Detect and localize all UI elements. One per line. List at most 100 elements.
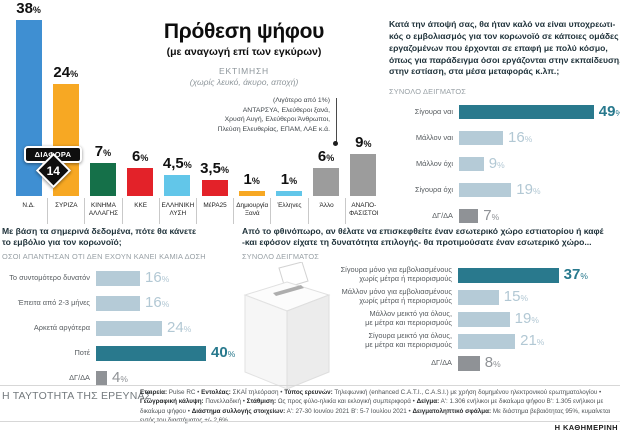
row-bar bbox=[96, 270, 140, 286]
chart-row: Αρκετά αργότερα 24% bbox=[2, 319, 240, 337]
question-indoor-preference: Από το φθινόπωρο, αν θέλατε να επισκεφθε… bbox=[242, 226, 604, 248]
sample-label-bottom-right: ΣΥΝΟΛΟ ΔΕΙΓΜΑΤΟΣ bbox=[242, 252, 320, 261]
row-value: 19% bbox=[514, 310, 539, 327]
vote-bar-label: ΑΝΑΠΟ- ΦΑΣΙΣΤΟΙ bbox=[344, 198, 382, 224]
methodology-text: Εταιρεία: Pulse RC • Εντολέας: ΣΚΑΪ τηλε… bbox=[140, 389, 611, 424]
vote-bar bbox=[89, 163, 116, 196]
vote-bar-label: ΚΙΝΗΜΑ ΑΛΛΑΓΗΣ bbox=[84, 198, 121, 224]
chart-row: ΔΓ/ΔΑ 7% bbox=[389, 207, 620, 225]
minor-parties-note: (Λιγότερο από 1%) ΑΝΤΑΡΣΥΑ, Ελεύθεροι ξα… bbox=[217, 97, 330, 133]
chart-row: ΔΓ/ΔΑ 4% bbox=[2, 369, 240, 387]
vote-bar-value: 1% bbox=[280, 171, 298, 189]
vote-intention-bars: 38% 24% 7% 6% 4,5% 3,5% 1% 1% 6% 9% bbox=[10, 0, 382, 196]
row-value: 16% bbox=[508, 129, 533, 146]
chart-row: Σίγουρα όχι 19% bbox=[389, 181, 620, 199]
row-value: 16% bbox=[145, 269, 170, 286]
vote-bar-column: 7% bbox=[84, 0, 121, 196]
vote-bar bbox=[201, 179, 228, 196]
chart-row: Ποτέ 40% bbox=[2, 344, 240, 362]
row-value: 15% bbox=[503, 288, 529, 305]
row-bar bbox=[459, 183, 512, 197]
vote-bar-column: 4,5% bbox=[159, 0, 196, 196]
row-bar bbox=[458, 267, 559, 283]
chart-row: Σίγουρα μεικτό για όλους, με μέτρα και π… bbox=[300, 331, 620, 350]
row-value: 40% bbox=[211, 344, 236, 361]
chart-row: Μάλλον όχι 9% bbox=[389, 155, 620, 173]
row-bar bbox=[459, 157, 484, 171]
vote-title-block: Πρόθεση ψήφου (με αναγωγή επί των εγκύρω… bbox=[118, 20, 370, 87]
vote-bar-column: 3,5% bbox=[196, 0, 233, 196]
difference-value: 14 bbox=[46, 163, 60, 178]
chart-row: Μάλλον ναι 16% bbox=[389, 129, 620, 147]
row-label: Μάλλον όχι bbox=[416, 158, 453, 168]
row-value: 16% bbox=[145, 294, 170, 311]
row-bar bbox=[96, 320, 162, 336]
vote-bar-label: Ν.Δ. bbox=[22, 202, 35, 209]
sample-label-bottom-left: ΟΣΟΙ ΑΠΑΝΤΗΣΑΝ ΟΤΙ ΔΕΝ ΕΧΟΥΝ ΚΑΝΕΙ ΚΑΜΙΑ… bbox=[2, 252, 206, 261]
row-label: Αρκετά αργότερα bbox=[33, 322, 90, 332]
vote-bar-column: 1% bbox=[270, 0, 307, 196]
row-label: Σίγουρα ναι bbox=[414, 106, 453, 116]
vote-bar-label: ΣΥΡΙΖΑ bbox=[47, 198, 84, 224]
vote-bar-label: ΕΛΛΗΝΙΚΗ ΛΥΣΗ bbox=[158, 198, 196, 224]
vote-bar-column: 38% bbox=[10, 0, 47, 196]
vaccination-timing-chart: Το συντομότερο δυνατόν 16% Έπειτα από 2-3 … bbox=[2, 269, 240, 394]
row-bar bbox=[96, 370, 107, 386]
row-label: Ποτέ bbox=[74, 347, 90, 357]
vote-bar-value: 3,5% bbox=[200, 159, 229, 177]
row-label: Μάλλον μεικτό για όλους, με μέτρα και πε… bbox=[365, 309, 452, 327]
row-bar bbox=[458, 289, 499, 305]
row-bar bbox=[458, 333, 516, 349]
vote-bar bbox=[15, 20, 42, 196]
sample-label-top-right: ΣΥΝΟΛΟ ΔΕΙΓΜΑΤΟΣ bbox=[389, 87, 467, 96]
vote-bar-column: 6% bbox=[308, 0, 345, 196]
vote-bar-value: 6% bbox=[317, 147, 335, 165]
vote-bar-label: ΜέΡΑ25 bbox=[195, 198, 233, 224]
row-value: 21% bbox=[520, 332, 545, 349]
chart-subtitle: (με αναγωγή επί των εγκύρων) bbox=[166, 46, 322, 58]
estimate-note: (χωρίς λευκό, άκυρο, αποχή) bbox=[189, 77, 299, 87]
row-bar bbox=[459, 131, 503, 145]
chart-row: Μάλλον μόνο για εμβολιασμένους χωρίς μέτ… bbox=[300, 287, 620, 306]
row-label: Το συντομότερο δυνατόν bbox=[9, 272, 90, 282]
vote-bar-label: Άλλο bbox=[307, 198, 345, 224]
row-label: Έπειτα από 2-3 μήνες bbox=[17, 297, 90, 307]
estimate-label: ΕΚΤΙΜΗΣΗ bbox=[219, 66, 269, 76]
vote-bar-value: 24% bbox=[53, 63, 79, 81]
ballot-box-illustration bbox=[243, 262, 331, 390]
vote-bar bbox=[164, 174, 191, 196]
vote-bar-value: 1% bbox=[243, 171, 260, 189]
row-bar bbox=[459, 105, 594, 119]
publisher-logo: Η ΚΑΘΗΜΕΡΙΝΗ bbox=[554, 423, 618, 431]
row-value: 9% bbox=[488, 155, 505, 172]
row-bar bbox=[96, 345, 206, 361]
survey-identity-heading: Η ΤΑΥΤΟΤΗΤΑ ΤΗΣ ΕΡΕΥΝΑΣ bbox=[2, 390, 152, 402]
row-label: ΔΓ/ΔΑ bbox=[432, 210, 453, 220]
question-mandatory-vaccination: Κατά την άποψή σας, θα ήταν καλό να είνα… bbox=[389, 19, 620, 77]
vote-intention-labels: Ν.Δ. ΣΥΡΙΖΑ ΚΙΝΗΜΑ ΑΛΛΑΓΗΣ ΚΚΕ ΕΛΛΗΝΙΚΗ ΛΥΣΗ… bbox=[10, 198, 382, 224]
row-label: Σίγουρα μόνο για εμβολιασμένους χωρίς μέ… bbox=[340, 265, 452, 283]
row-bar bbox=[458, 311, 510, 327]
note-pointer-dot bbox=[333, 141, 338, 146]
row-value: 49% bbox=[598, 103, 620, 120]
row-value: 37% bbox=[563, 266, 588, 283]
row-bar bbox=[459, 209, 479, 223]
mandatory-vaccination-chart: Σίγουρα ναι 49% Μάλλον ναι 16% Μάλλον όχι 9% Σ… bbox=[389, 103, 620, 233]
row-value: 24% bbox=[167, 319, 192, 336]
question-vaccination-timing: Με βάση τα σημερινά δεδομένα, πότε θα κά… bbox=[2, 226, 197, 248]
chart-row: Σίγουρα μόνο για εμβολιασμένους χωρίς μέ… bbox=[300, 265, 620, 284]
row-bar bbox=[96, 295, 140, 311]
row-label: Σίγουρα όχι bbox=[414, 184, 453, 194]
vote-bar-value: 9% bbox=[355, 133, 372, 151]
row-label: Σίγουρα μεικτό για όλους, με μέτρα και π… bbox=[365, 331, 452, 349]
vote-bar-value: 4,5% bbox=[162, 154, 192, 172]
vote-bar-column: 6% bbox=[122, 0, 159, 196]
vote-bar-value: 38% bbox=[16, 0, 41, 17]
row-value: 19% bbox=[516, 181, 541, 198]
indoor-preference-chart: Σίγουρα μόνο για εμβολιασμένους χωρίς μέ… bbox=[300, 265, 620, 376]
row-label: ΔΓ/ΔΑ bbox=[431, 357, 452, 367]
vote-bar bbox=[127, 167, 154, 196]
row-label: ΔΓ/ΔΑ bbox=[69, 372, 90, 382]
vote-bar bbox=[238, 191, 265, 196]
